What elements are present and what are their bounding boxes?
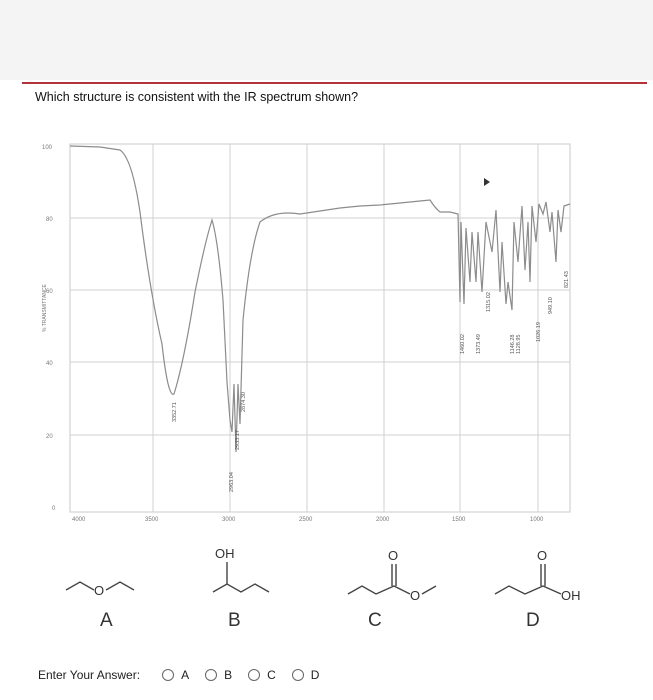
- structure-choices: O A OH B O O C O OH D: [0, 540, 653, 640]
- question-text: Which structure is consistent with the I…: [35, 90, 359, 104]
- answer-option-label: D: [310, 668, 320, 682]
- y-tick-label: 100: [42, 145, 53, 151]
- answer-row: Enter Your Answer: A B C D: [38, 668, 335, 682]
- atom-label: O: [537, 548, 547, 563]
- atom-label: O: [388, 548, 398, 563]
- structure-a-drawing: O: [65, 581, 135, 598]
- answer-option-label: B: [224, 668, 233, 682]
- y-tick-label: 20: [46, 434, 53, 440]
- peak-label: 2933.17: [235, 430, 241, 450]
- peak-label: 949.10: [548, 297, 554, 314]
- x-tick-label: 3000: [222, 517, 236, 523]
- radio-d[interactable]: [291, 669, 304, 681]
- atom-label: O: [410, 588, 420, 603]
- spectrum-background: [40, 132, 600, 524]
- answer-option-label: A: [181, 668, 190, 682]
- peak-label: 3352.71: [172, 402, 178, 422]
- answer-option-c[interactable]: C: [248, 668, 276, 682]
- atom-label: OH: [561, 588, 581, 603]
- spectrum-trace: [69, 145, 571, 453]
- x-tick-label: 4000: [72, 517, 86, 523]
- peak-label: 1128.95: [516, 335, 522, 354]
- structure-letter-c: C: [368, 610, 382, 631]
- x-tick-label: 2000: [376, 517, 390, 523]
- peak-label: 1315.02: [486, 292, 492, 312]
- plot-frame: [69, 143, 571, 513]
- answer-option-d[interactable]: D: [291, 668, 320, 682]
- structure-letter-a: A: [100, 610, 113, 631]
- top-header-area: [0, 0, 653, 80]
- peak-label: 821.43: [564, 271, 570, 288]
- answer-option-b[interactable]: B: [205, 668, 232, 682]
- x-tick-label: 1500: [452, 517, 466, 523]
- structure-letter-d: D: [526, 610, 540, 631]
- peak-label: 2874.30: [241, 392, 247, 412]
- y-tick-label: 80: [46, 217, 53, 223]
- structure-d-drawing: O OH: [494, 548, 581, 603]
- x-tick-label: 3500: [145, 517, 159, 523]
- ir-spectrum: 100 80 60 40 20 0 % TRANSMITTANCE 4000 3…: [40, 132, 600, 524]
- radio-a[interactable]: [162, 669, 175, 681]
- x-tick-label: 2500: [299, 517, 313, 523]
- y-tick-label: 60: [46, 289, 53, 295]
- answer-option-label: C: [267, 668, 276, 682]
- structure-letter-b: B: [228, 610, 241, 631]
- arrow-marker: [484, 178, 490, 186]
- peak-label: 1146.28: [510, 335, 516, 354]
- atom-label: OH: [215, 546, 235, 561]
- x-tick-label: 1000: [530, 517, 544, 523]
- radio-b[interactable]: [205, 669, 218, 681]
- peak-label: 1460.02: [460, 334, 466, 354]
- structure-c-drawing: O O: [347, 548, 437, 603]
- header-divider: [22, 82, 647, 84]
- y-tick-label: 40: [46, 361, 53, 367]
- radio-c[interactable]: [248, 669, 261, 681]
- structure-b-drawing: OH: [212, 546, 270, 593]
- answer-option-a[interactable]: A: [162, 668, 189, 682]
- answer-label: Enter Your Answer:: [38, 668, 141, 682]
- y-axis-label: % TRANSMITTANCE: [42, 283, 48, 332]
- peak-label: 2963.04: [229, 472, 235, 492]
- ir-spectrum-svg: 100 80 60 40 20 0 % TRANSMITTANCE 4000 3…: [40, 132, 600, 524]
- y-tick-label: 0: [52, 506, 56, 512]
- atom-label: O: [94, 583, 104, 598]
- peak-label: 1373.49: [476, 334, 482, 354]
- peak-label: 1026.19: [536, 322, 542, 342]
- grid-lines: [70, 144, 570, 512]
